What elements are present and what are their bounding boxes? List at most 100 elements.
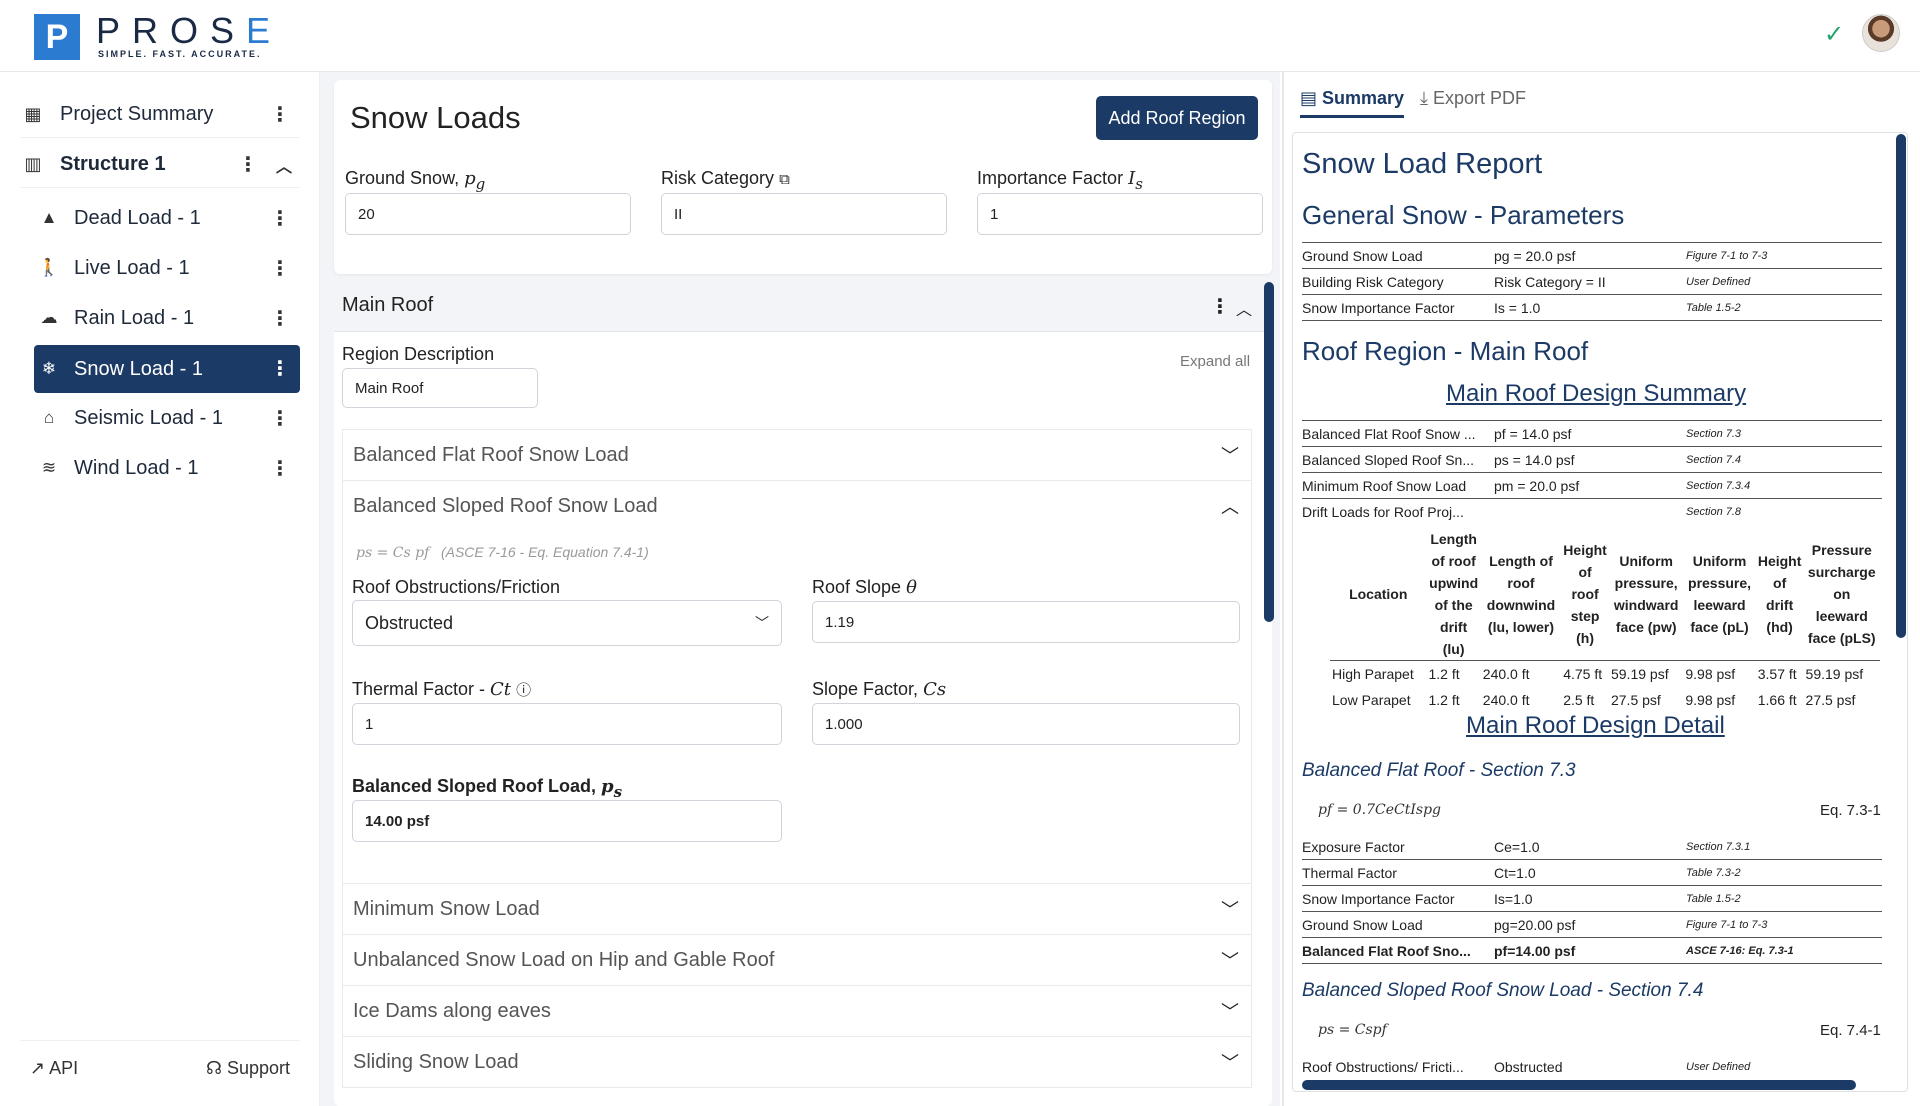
row-ref: Section 7.3.1 — [1686, 840, 1751, 853]
ground-snow-subscript: g — [475, 174, 486, 193]
main-scrollbar[interactable] — [1264, 282, 1274, 622]
sidebar-item-seismic-load[interactable]: ⌂ Seismic Load - 1 ⋮ — [34, 397, 300, 439]
api-link[interactable]: ↗ API — [30, 1058, 78, 1079]
design-detail-link[interactable]: Main Roof Design Detail — [1466, 712, 1725, 739]
sidebar-item-project-summary[interactable]: ▦ Project Summary ⋮ — [20, 92, 300, 138]
table-cell: 1.66 ft — [1757, 692, 1797, 708]
tab-export-pdf[interactable]: ⤓ Export PDF — [1420, 88, 1526, 109]
sidebar-item-label: Wind Load - 1 — [74, 456, 199, 479]
row-ref: User Defined — [1686, 1061, 1751, 1073]
more-options-icon[interactable]: ⋮ — [270, 308, 290, 330]
general-params-table: Ground Snow Load pg = 20.0 psf Figure 7-1 … — [1302, 242, 1882, 321]
flat-detail-table: Exposure Factor Ce=1.0 Section 7.3.1 Therm… — [1302, 834, 1882, 964]
row-ref: Table 1.5-2 — [1686, 892, 1741, 905]
report-vertical-scrollbar[interactable] — [1896, 134, 1906, 638]
thermal-factor-label: Thermal Factor - Ct ⓘ — [352, 679, 531, 700]
sidebar-item-snow-load[interactable]: ❄ Snow Load - 1 ⋮ — [34, 345, 300, 393]
more-options-icon[interactable]: ⋮ — [270, 408, 290, 430]
table-cell: 1.2 ft — [1428, 666, 1460, 682]
region-description-input[interactable]: Main Roof — [342, 368, 538, 408]
more-options-icon[interactable]: ⋮ — [270, 258, 290, 280]
importance-subscript: s — [1135, 174, 1143, 193]
support-link[interactable]: ☊ Support — [206, 1058, 290, 1079]
risk-category-input[interactable]: II — [661, 193, 947, 235]
table-row: High Parapet 1.2 ft 240.0 ft 4.75 ft 59.… — [1330, 661, 1880, 688]
accordion-balanced-flat[interactable]: Balanced Flat Roof Snow Load ﹀ — [342, 429, 1252, 481]
design-summary-table: Balanced Flat Roof Snow ... pf = 14.0 psf… — [1302, 420, 1882, 525]
roof-slope-input[interactable]: 1.19 — [812, 601, 1240, 643]
expand-all-link[interactable]: Expand all — [1180, 353, 1251, 370]
importance-factor-input[interactable]: 1 — [977, 193, 1263, 235]
help-circle-icon[interactable]: ⓘ — [516, 682, 532, 699]
table-cell: 2.5 ft — [1563, 692, 1595, 708]
risk-category-label-text: Risk Category — [661, 168, 775, 188]
report-title: Snow Load Report — [1302, 148, 1543, 180]
row-value: Is = 1.0 — [1494, 299, 1541, 316]
accordion-unbalanced-snow[interactable]: Unbalanced Snow Load on Hip and Gable Ro… — [342, 934, 1252, 986]
accordion-title: Ice Dams along eaves — [353, 1000, 551, 1022]
chevron-down-icon: ﹀ — [1221, 900, 1239, 920]
page-title: Snow Loads — [350, 100, 521, 135]
edit-link-icon[interactable]: ⧉ — [779, 171, 790, 188]
walking-person-icon: 🚶 — [38, 258, 60, 277]
row-name: Balanced Flat Roof Snow ... — [1302, 425, 1476, 442]
chevron-down-icon: ﹀ — [1221, 1053, 1239, 1073]
table-row: Snow Importance Factor Is = 1.0 Table 1.5-… — [1302, 295, 1882, 321]
house-seismic-icon: ⌂ — [43, 408, 55, 427]
row-name: Building Risk Category — [1302, 273, 1444, 290]
sidebar-item-rain-load[interactable]: ☁ Rain Load - 1 ⋮ — [34, 297, 300, 339]
sidebar-item-structure[interactable]: ▥ Structure 1 ⋮ ︿ — [20, 142, 300, 188]
chevron-down-icon: ﹀ — [1221, 446, 1239, 466]
accordion-minimum-snow[interactable]: Minimum Snow Load ﹀ — [342, 883, 1252, 935]
more-options-icon[interactable]: ⋮ — [270, 358, 290, 380]
prose-logo-wordmark[interactable]: PROSE — [96, 10, 283, 51]
more-options-icon[interactable]: ⋮ — [270, 458, 290, 480]
report-horizontal-scrollbar[interactable] — [1302, 1080, 1856, 1090]
row-value: ps = 14.0 psf — [1494, 451, 1575, 468]
more-options-icon[interactable]: ⋮ — [238, 154, 258, 176]
row-ref: Section 7.4 — [1686, 453, 1742, 466]
ground-snow-input[interactable]: 20 — [345, 193, 631, 235]
sloped-detail-table: Roof Obstructions/ Fricti... Obstructed Us… — [1302, 1054, 1882, 1080]
roof-region-title: Main Roof — [342, 294, 434, 316]
sloped-result-subscript: s — [613, 782, 623, 801]
accordion-ice-dams[interactable]: Ice Dams along eaves ﹀ — [342, 985, 1252, 1037]
chevron-up-icon[interactable]: ︿ — [275, 159, 292, 176]
more-options-icon[interactable]: ⋮ — [1210, 296, 1230, 318]
obstruction-select[interactable]: Obstructed ﹀ — [352, 600, 782, 646]
design-summary-link[interactable]: Main Roof Design Summary — [1446, 380, 1747, 407]
user-avatar[interactable] — [1862, 14, 1900, 52]
sidebar-item-live-load[interactable]: 🚶 Live Load - 1 ⋮ — [34, 247, 300, 289]
obstruction-label: Roof Obstructions/Friction — [352, 577, 561, 597]
sidebar-item-dead-load[interactable]: ▲ Dead Load - 1 ⋮ — [34, 197, 300, 239]
column-header: Location — [1330, 528, 1427, 661]
table-row: Minimum Roof Snow Load pm = 20.0 psf Secti… — [1302, 473, 1882, 499]
row-name: Minimum Roof Snow Load — [1302, 477, 1467, 494]
sidebar-item-label: Project Summary — [60, 103, 214, 125]
building-icon: ▥ — [24, 154, 42, 174]
add-roof-region-button[interactable]: Add Roof Region — [1096, 96, 1258, 140]
roof-region-header[interactable] — [334, 282, 1272, 332]
top-bar — [0, 0, 1920, 72]
thermal-factor-input[interactable]: 1 — [352, 703, 782, 745]
more-options-icon[interactable]: ⋮ — [270, 208, 290, 230]
accordion-balanced-sloped[interactable]: Balanced Sloped Roof Snow Load ︿ — [342, 480, 1252, 532]
chevron-up-icon[interactable]: ︿ — [1236, 302, 1253, 319]
more-options-icon[interactable]: ⋮ — [270, 104, 290, 126]
row-value: pf=14.00 psf — [1494, 942, 1576, 959]
row-name: Snow Importance Factor — [1302, 299, 1455, 316]
roof-region-heading: Roof Region - Main Roof — [1302, 336, 1589, 366]
sidebar-item-wind-load[interactable]: ≋ Wind Load - 1 ⋮ — [34, 447, 300, 489]
tab-summary[interactable]: ▤ Summary — [1300, 88, 1405, 118]
row-value: Ct=1.0 — [1494, 864, 1536, 881]
obstruction-selected-value: Obstructed — [365, 612, 454, 633]
prose-logo-mark[interactable]: P — [34, 14, 80, 60]
slope-factor-label-text: Slope Factor, — [812, 679, 924, 699]
accordion-sliding-snow[interactable]: Sliding Snow Load ﹀ — [342, 1036, 1252, 1088]
importance-label-text: Importance Factor — [977, 168, 1129, 188]
download-icon: ⤓ — [1420, 88, 1428, 108]
column-header: Height of roof step (h) — [1561, 528, 1609, 661]
chevron-down-icon: ﹀ — [1221, 951, 1239, 971]
roof-slope-label: Roof Slope θ — [812, 577, 917, 598]
table-header-row: Location Length of roof upwind of the dr… — [1330, 528, 1880, 661]
